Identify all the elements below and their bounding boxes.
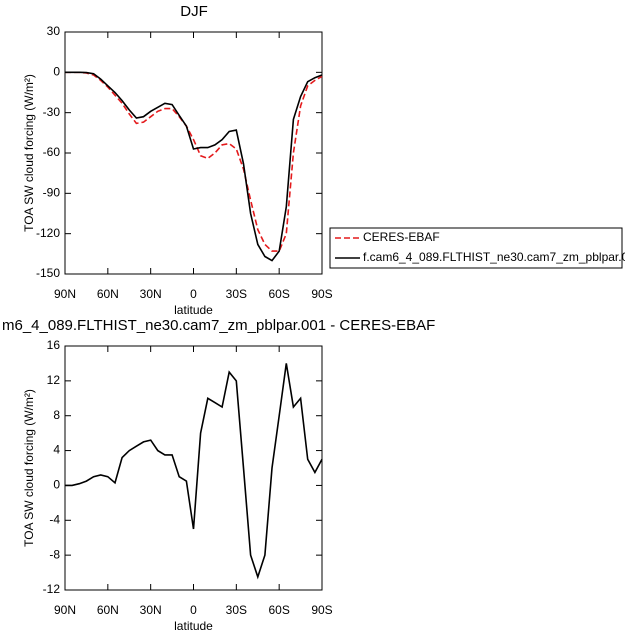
- y-tick-label: -12: [43, 582, 61, 596]
- series-line: [65, 71, 323, 252]
- y-tick-label: 30: [47, 24, 61, 38]
- y-tick-label: -150: [36, 266, 60, 280]
- series-line: [65, 71, 323, 262]
- y-tick-label: -4: [49, 512, 60, 526]
- plot-frame: [64, 31, 323, 275]
- y-axis-label: TOA SW cloud forcing (W/m²): [22, 389, 36, 547]
- y-tick-label: -90: [43, 186, 61, 200]
- legend-label: CERES-EBAF: [363, 230, 440, 244]
- legend-box: [329, 227, 623, 269]
- x-tick-label: 60N: [97, 287, 119, 301]
- x-tick-label: 30N: [140, 603, 162, 617]
- y-tick-label: 16: [47, 338, 61, 352]
- chart-title: m6_4_089.FLTHIST_ne30.cam7_zm_pblpar.001…: [2, 317, 435, 334]
- y-tick-label: 0: [53, 478, 60, 492]
- x-tick-label: 60S: [268, 603, 289, 617]
- x-tick-label: 30S: [226, 287, 247, 301]
- x-tick-label: 60N: [97, 603, 119, 617]
- series-line: [65, 363, 323, 580]
- x-tick-label: 90N: [54, 603, 76, 617]
- x-tick-label: 90S: [311, 603, 332, 617]
- y-tick-label: -120: [36, 226, 60, 240]
- x-tick-label: 0: [190, 287, 197, 301]
- legend-label: f.cam6_4_089.FLTHIST_ne30.cam7_zm_pblpar…: [363, 250, 625, 264]
- x-tick-label: 60S: [268, 287, 289, 301]
- y-tick-label: 8: [53, 408, 60, 422]
- y-tick-label: -8: [49, 547, 60, 561]
- x-tick-label: 30S: [226, 603, 247, 617]
- x-tick-label: 90N: [54, 287, 76, 301]
- y-tick-label: 0: [53, 65, 60, 79]
- y-tick-label: 12: [47, 373, 61, 387]
- y-tick-label: -30: [43, 105, 61, 119]
- x-tick-label: 0: [190, 603, 197, 617]
- x-axis-label: latitude: [174, 303, 213, 317]
- chart-title: DJF: [180, 3, 208, 20]
- x-tick-label: 30N: [140, 287, 162, 301]
- y-tick-label: -60: [43, 145, 61, 159]
- x-tick-label: 90S: [311, 287, 332, 301]
- y-tick-label: 4: [53, 443, 60, 457]
- y-axis-label: TOA SW cloud forcing (W/m²): [22, 74, 36, 232]
- x-axis-label: latitude: [174, 619, 213, 633]
